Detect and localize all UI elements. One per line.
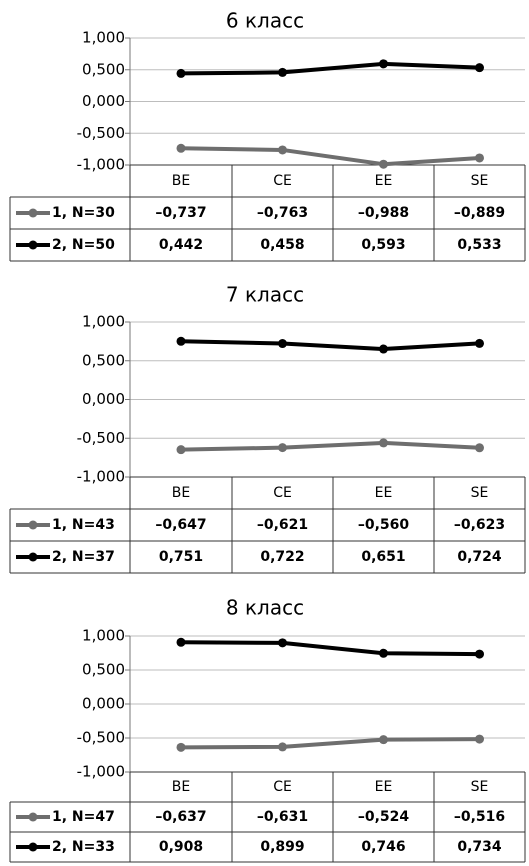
legend-swatch-marker [28,520,38,530]
data-label: –0,623 [454,517,505,533]
y-tick-label: 1,000 [82,29,125,47]
data-label: –0,524 [358,809,410,825]
data-point [475,338,484,348]
category-label: BE [172,485,190,501]
data-point [379,735,388,745]
chart-title: 7 класс [226,283,304,307]
category-label: EE [375,485,393,501]
legend-label: 2, N=33 [52,839,115,855]
data-label: –0,647 [155,517,206,533]
data-label: –0,631 [257,809,308,825]
data-label: –0,560 [358,517,410,533]
data-point [475,734,484,744]
data-point [379,159,388,169]
category-label: CE [273,485,292,501]
data-label: 0,746 [361,839,405,855]
data-point [278,742,287,752]
y-tick-label: 0,000 [82,92,125,110]
legend-swatch-marker [28,842,38,852]
y-tick-label: 0,000 [82,390,125,408]
data-label: –0,988 [358,205,409,221]
category-label: CE [273,779,292,795]
data-point [278,67,287,77]
category-label: BE [172,173,190,189]
legend-label: 2, N=37 [52,549,115,565]
legend-swatch-marker [28,208,38,218]
data-label: –0,889 [454,205,505,221]
series-line [180,640,480,657]
category-label: EE [375,779,393,795]
data-point [278,443,287,453]
data-point [379,648,388,658]
y-tick-label: -0,500 [77,124,125,142]
y-tick-label: -1,000 [77,156,125,174]
data-point [379,438,388,448]
data-point [278,339,287,349]
legend-swatch-marker [28,812,38,822]
data-label: 0,751 [159,549,203,565]
y-tick-label: 0,500 [82,60,125,78]
data-point [475,63,484,73]
series-line [180,61,480,76]
data-label: –0,763 [257,205,308,221]
data-label: 0,724 [457,549,502,565]
category-label: SE [471,173,489,189]
series-line [180,146,480,167]
y-tick-label: -0,500 [77,729,125,747]
category-label: SE [471,485,489,501]
legend-label: 2, N=50 [52,237,115,253]
data-point [379,344,388,354]
data-point [278,638,287,648]
data-label: 0,722 [260,549,304,565]
legend-swatch-marker [28,552,38,562]
data-label: –0,637 [155,809,206,825]
data-point [176,742,186,752]
data-label: 0,458 [260,237,304,253]
data-label: –0,516 [454,809,505,825]
data-label: –0,621 [257,517,308,533]
data-point [176,68,186,78]
y-tick-label: 0,500 [82,351,125,369]
series-line [180,339,480,352]
data-point [176,637,186,647]
data-point [176,336,186,346]
data-point [475,153,484,163]
y-tick-label: 0,500 [82,661,125,679]
data-point [475,649,484,659]
data-label: 0,533 [457,237,501,253]
category-label: BE [172,779,190,795]
data-label: 0,651 [361,549,405,565]
series-line [180,737,480,750]
y-tick-label: -1,000 [77,763,125,781]
legend-label: 1, N=43 [52,517,115,533]
y-tick-label: 1,000 [82,627,125,645]
chart-title: 6 класс [226,9,304,33]
data-point [176,143,186,153]
category-label: CE [273,173,292,189]
legend-label: 1, N=47 [52,809,115,825]
data-point [278,145,287,155]
legend-swatch-marker [28,240,38,250]
category-label: SE [471,779,489,795]
category-label: EE [375,173,393,189]
chart-title: 8 класс [226,596,304,620]
y-tick-label: 1,000 [82,313,125,331]
y-tick-label: 0,000 [82,695,125,713]
data-label: 0,908 [159,839,203,855]
data-point [475,443,484,453]
data-point [379,59,388,69]
data-label: 0,442 [159,237,203,253]
series-line [180,440,480,452]
legend-label: 1, N=30 [52,205,115,221]
data-label: –0,737 [155,205,206,221]
y-tick-label: -0,500 [77,429,125,447]
data-label: 0,734 [457,839,502,855]
data-point [176,445,186,455]
data-label: 0,593 [361,237,405,253]
data-label: 0,899 [260,839,304,855]
y-tick-label: -1,000 [77,468,125,486]
